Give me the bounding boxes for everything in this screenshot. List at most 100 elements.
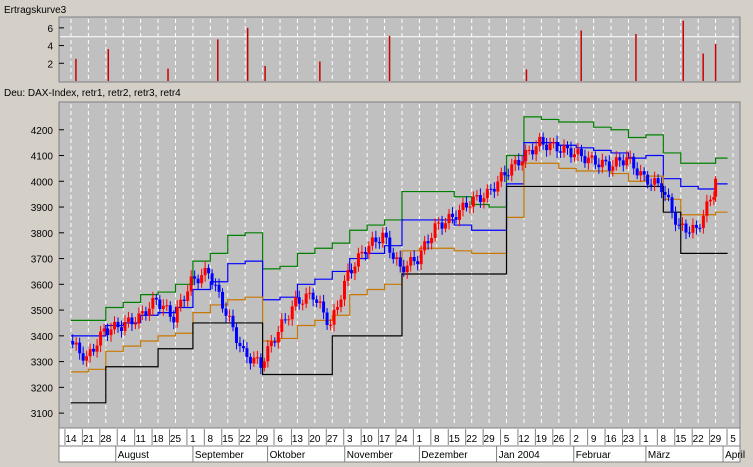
candle-body: [583, 156, 587, 164]
candle-body: [297, 297, 301, 304]
candle-body: [137, 313, 141, 324]
candle-body: [687, 232, 691, 234]
x-day-label: 26: [553, 434, 565, 445]
candle-body: [147, 308, 151, 316]
y-tick-label: 3200: [31, 383, 54, 394]
candle-body: [548, 143, 552, 151]
candle-body: [405, 265, 409, 273]
candle-body: [674, 212, 678, 225]
candle-body: [621, 160, 625, 166]
candle-body: [607, 161, 611, 171]
y-tick-label: 4200: [31, 126, 54, 137]
candle-body: [656, 178, 660, 184]
candle-body: [680, 223, 684, 225]
candle-body: [106, 328, 110, 336]
y-tick-label: 3500: [31, 306, 54, 317]
candle-body: [283, 319, 287, 321]
top-panel-bars: [75, 20, 717, 81]
candle-body: [635, 168, 639, 176]
candle-body: [85, 356, 89, 361]
candle-body: [325, 312, 329, 326]
candle-body: [391, 252, 395, 260]
candle-body: [259, 357, 263, 368]
candle-body: [248, 356, 252, 364]
candle-body: [95, 345, 99, 352]
candle-body: [203, 267, 207, 276]
candle-body: [308, 292, 312, 294]
candle-body: [552, 141, 556, 144]
candle-body: [186, 291, 190, 301]
x-axis-band: [58, 427, 741, 463]
candle-body: [461, 202, 465, 211]
x-day-label: 2: [573, 434, 579, 445]
x-day-label: 21: [83, 434, 95, 445]
candle-body: [126, 317, 130, 322]
candle-body: [182, 299, 186, 301]
x-day-label: 5: [504, 434, 510, 445]
candle-body: [102, 328, 106, 332]
candle-body: [370, 237, 374, 246]
candle-body: [294, 297, 298, 307]
candle-body: [475, 195, 479, 197]
candle-body: [266, 346, 270, 362]
candle-body: [447, 213, 451, 224]
x-day-label: 17: [379, 434, 391, 445]
candle-body: [471, 196, 475, 207]
x-day-label: 1: [417, 434, 423, 445]
x-month-label: März: [648, 450, 670, 461]
candle-body: [632, 156, 636, 169]
candle-body: [667, 194, 671, 198]
candle-body: [579, 148, 583, 157]
x-day-label: 1: [643, 434, 649, 445]
candle-body: [78, 342, 82, 354]
x-day-label: 29: [484, 434, 496, 445]
series-legend: Deu: DAX-Index, retr1, retr2, retr3, ret…: [4, 88, 181, 99]
series-line-retr2: [70, 142, 728, 337]
candle-body: [586, 157, 590, 164]
candle-body: [99, 331, 103, 346]
candle-body: [276, 331, 280, 343]
candle-body: [140, 311, 144, 314]
candle-body: [221, 291, 225, 309]
candle-body: [154, 297, 158, 300]
candle-body: [189, 276, 193, 292]
candle-body: [649, 184, 653, 186]
series-line-retr4: [70, 185, 728, 404]
x-day-label: 14: [65, 434, 77, 445]
x-day-label: 27: [327, 434, 339, 445]
candle-body: [468, 206, 472, 208]
candle-body: [482, 198, 486, 202]
candle-body: [426, 241, 430, 244]
candle-body: [329, 324, 333, 326]
candle-body: [384, 232, 388, 238]
x-day-label: 22: [693, 434, 705, 445]
x-day-label: 1: [190, 434, 196, 445]
top-panel-plot: [58, 16, 741, 83]
top-panel-title: Ertragskurve3: [4, 5, 67, 16]
candle-body: [287, 319, 291, 321]
candle-body: [611, 166, 615, 171]
x-month-label: Jan 2004: [499, 450, 541, 461]
x-day-label: 11: [135, 434, 146, 445]
candle-body: [71, 340, 75, 345]
candle-body: [701, 215, 705, 228]
y-tick-label: 4100: [31, 152, 54, 163]
candle-body: [158, 299, 162, 310]
candle-body: [346, 269, 350, 281]
candle-body: [572, 154, 576, 158]
candle-body: [419, 250, 423, 265]
candle-body: [360, 251, 364, 254]
candle-body: [489, 188, 493, 190]
series-line-retr3: [70, 162, 728, 373]
candle-body: [614, 157, 618, 167]
candle-body: [245, 348, 249, 357]
candle-body: [625, 157, 629, 166]
y-tick-label: 3800: [31, 229, 54, 240]
series-line-retr1: [70, 116, 728, 321]
candle-body: [88, 348, 92, 357]
candle-body: [694, 224, 698, 228]
x-day-label: 8: [661, 434, 667, 445]
candle-body: [496, 181, 500, 192]
x-day-label: 15: [222, 434, 234, 445]
candle-body: [398, 257, 402, 267]
